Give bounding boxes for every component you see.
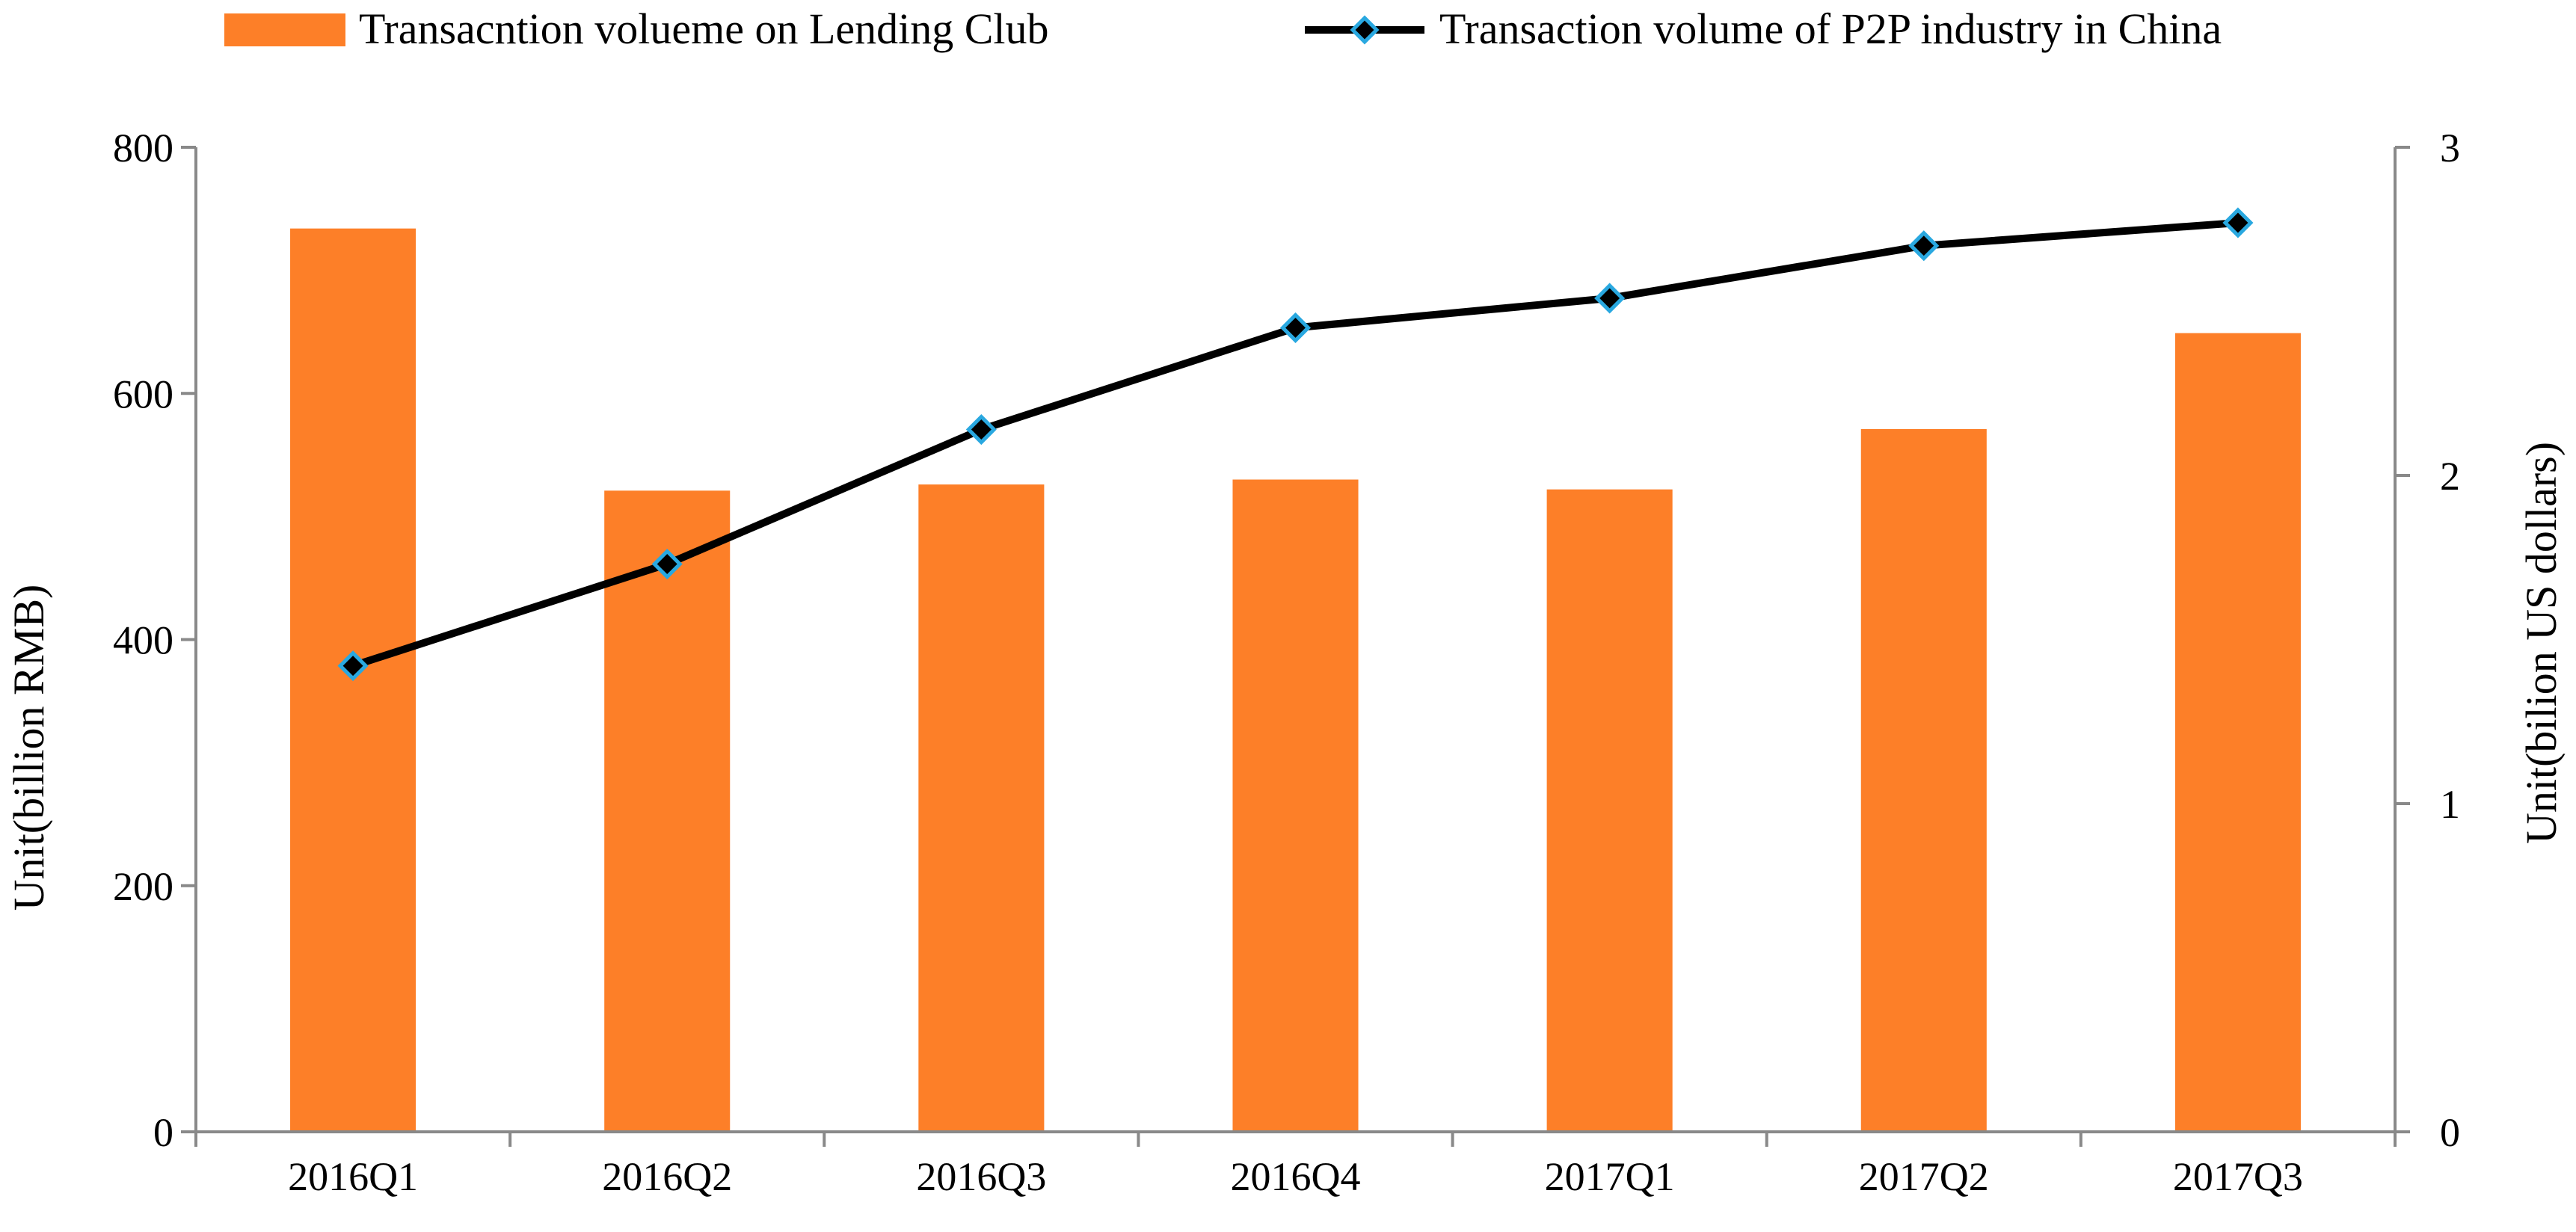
legend-bar-swatch (224, 13, 345, 46)
plot-area: 0 200 400 600 800 0 1 2 3 2016Q1 2016Q2 2016Q3 2016Q… (113, 126, 2460, 1199)
bar-2016Q2 (604, 490, 731, 1132)
bar-2017Q2 (1860, 428, 1987, 1132)
line-point-2016Q1 (337, 650, 369, 682)
bar-2017Q3 (2174, 333, 2301, 1133)
y-left-tick-label: 0 (153, 1110, 173, 1155)
line-point-2016Q2 (651, 548, 683, 580)
bar-2017Q1 (1546, 489, 1673, 1132)
x-tick-label: 2016Q1 (288, 1154, 418, 1199)
x-tick-label: 2017Q1 (1545, 1154, 1675, 1199)
x-tick-label: 2017Q2 (1859, 1154, 1989, 1199)
y-left-tick-label: 400 (113, 618, 173, 663)
line-point-2017Q1 (1594, 283, 1626, 314)
legend-line-label: Transaction volume of P2P industry in Ch… (1439, 4, 2222, 53)
x-tick-label: 2017Q3 (2173, 1154, 2303, 1199)
line-point-2016Q3 (965, 414, 997, 446)
y-right-tick-label: 2 (2440, 454, 2460, 499)
x-tick-label: 2016Q3 (916, 1154, 1046, 1199)
bar-2016Q3 (918, 484, 1045, 1132)
y-axis-right-title: Unit(bilion US dollars) (2517, 442, 2566, 844)
y-axis-left-title: Unit(billion RMB) (4, 585, 53, 911)
y-right-tick-label: 0 (2440, 1110, 2460, 1155)
line-point-2017Q3 (2222, 207, 2254, 238)
bar-2016Q4 (1232, 479, 1359, 1132)
y-right-tick-label: 1 (2440, 782, 2460, 827)
y-left-tick-label: 800 (113, 126, 173, 170)
line-point-2016Q4 (1279, 312, 1312, 343)
x-tick-label: 2016Q2 (602, 1154, 732, 1199)
y-left-tick-label: 200 (113, 864, 173, 909)
legend: Transacntion volueme on Lending Club Tra… (224, 4, 2222, 53)
legend-bar-label: Transacntion volueme on Lending Club (359, 4, 1049, 53)
x-tick-label: 2016Q4 (1231, 1154, 1361, 1199)
legend-line-marker (1350, 15, 1380, 45)
y-left-tick-label: 600 (113, 372, 173, 416)
y-right-tick-label: 3 (2440, 126, 2460, 170)
line-point-2017Q2 (1908, 230, 1940, 262)
